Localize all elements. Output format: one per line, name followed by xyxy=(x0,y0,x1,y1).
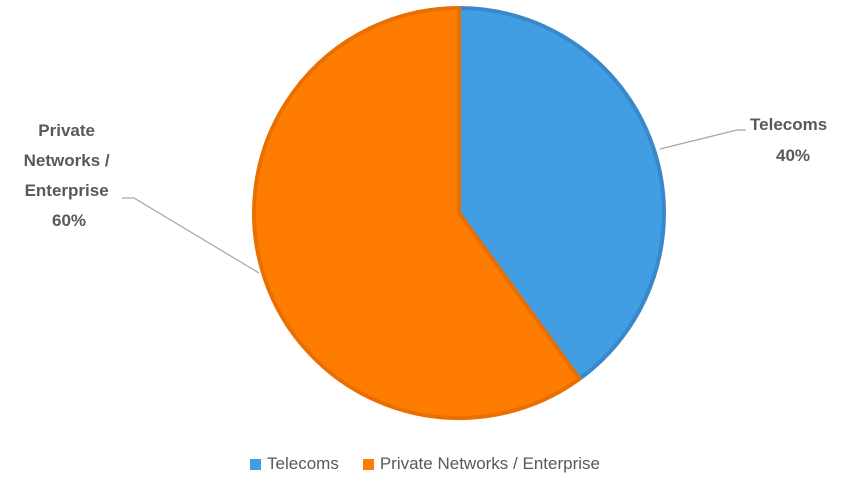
pie-slices xyxy=(252,6,666,420)
leader-lines xyxy=(122,129,746,274)
legend-label-telecoms: Telecoms xyxy=(267,454,339,473)
data-label-telecoms: Telecoms 40% xyxy=(750,115,832,165)
legend-item-telecoms: Telecoms xyxy=(250,454,339,474)
legend-swatch-private-networks xyxy=(362,458,374,470)
legend-label-private-networks: Private Networks / Enterprise xyxy=(379,454,600,473)
data-label-telecoms-percent: 40% xyxy=(776,146,810,165)
data-label-private-line1: Private xyxy=(38,121,95,140)
leader-line-private-networks xyxy=(122,197,260,274)
legend-swatch-telecoms xyxy=(250,458,262,470)
pie-slice-private-networks-enterprise xyxy=(252,6,582,420)
leader-line-telecoms xyxy=(659,129,746,150)
data-label-private-percent: 60% xyxy=(52,211,86,230)
legend-item-private-networks: Private Networks / Enterprise xyxy=(362,454,600,474)
data-label-private-networks: Private Networks / Enterprise 60% xyxy=(24,121,115,230)
data-label-telecoms-name: Telecoms xyxy=(750,115,827,134)
data-label-private-line3: Enterprise xyxy=(25,181,109,200)
legend: Telecoms Private Networks / Enterprise xyxy=(0,454,850,474)
data-label-private-line2: Networks / xyxy=(24,151,110,170)
pie-slice-telecoms xyxy=(457,6,666,381)
